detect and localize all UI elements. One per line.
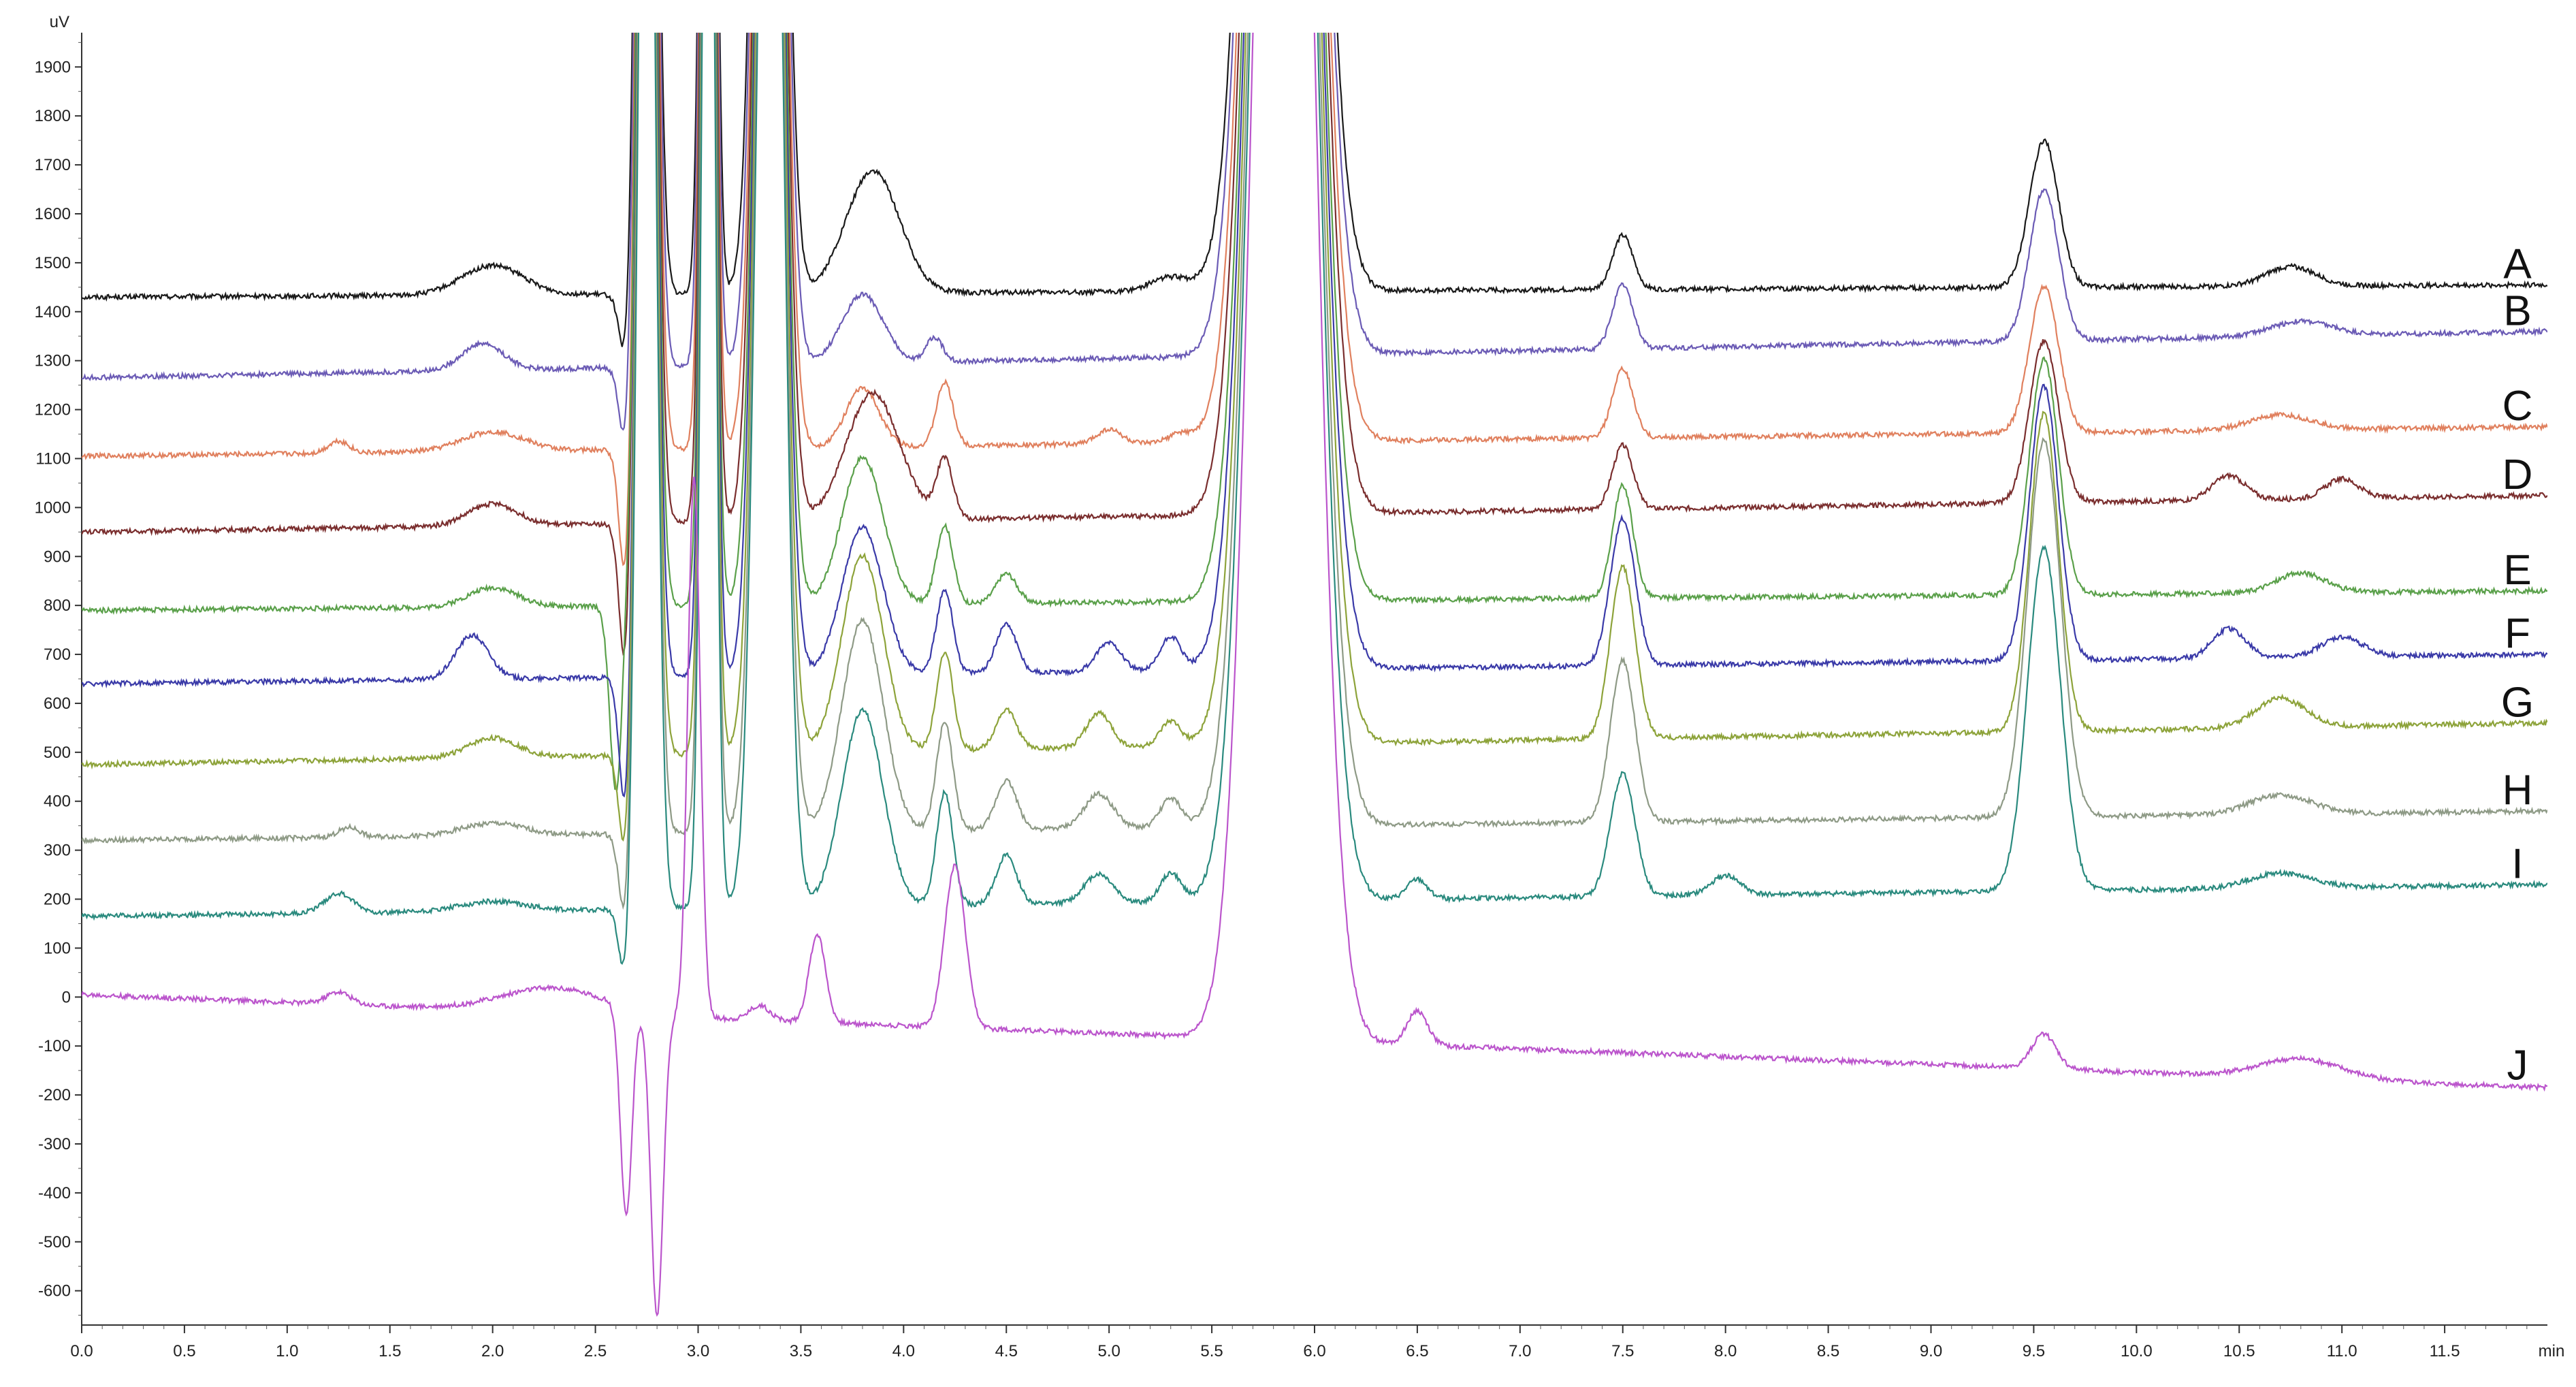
trace-F bbox=[82, 33, 2547, 798]
y-tick-label: 300 bbox=[44, 842, 71, 860]
x-tick-label: 1.5 bbox=[379, 1342, 401, 1360]
y-tick-label: -100 bbox=[38, 1037, 71, 1055]
trace-C bbox=[82, 33, 2547, 567]
x-tick-label: 7.0 bbox=[1509, 1342, 1531, 1360]
x-tick-label: 9.5 bbox=[2023, 1342, 2045, 1360]
traces-layer bbox=[82, 33, 2547, 1317]
y-tick-label: 800 bbox=[44, 596, 71, 615]
y-tick-label: 1600 bbox=[35, 205, 71, 223]
y-tick-label: 700 bbox=[44, 645, 71, 664]
series-label-H: H bbox=[2502, 767, 2533, 814]
x-tick-label: 5.0 bbox=[1097, 1342, 1120, 1360]
x-tick-label: 10.5 bbox=[2223, 1342, 2255, 1360]
axes-layer: -600 -500 -400 -300 -200 -100 0 100 200 300 400 500… bbox=[35, 13, 2565, 1360]
trace-G bbox=[82, 33, 2547, 842]
x-tick-label: 4.5 bbox=[995, 1342, 1018, 1360]
y-tick-label: 1700 bbox=[35, 156, 71, 174]
x-tick-label: 8.5 bbox=[1817, 1342, 1839, 1360]
x-tick-label: 6.0 bbox=[1303, 1342, 1325, 1360]
y-tick-label: 1300 bbox=[35, 352, 71, 370]
series-label-D: D bbox=[2502, 451, 2533, 498]
y-tick-label: 0 bbox=[62, 988, 71, 1006]
y-tick-label: 500 bbox=[44, 744, 71, 762]
x-tick-label: 6.5 bbox=[1406, 1342, 1428, 1360]
y-tick-label: -400 bbox=[38, 1184, 71, 1202]
y-tick-label: 1100 bbox=[35, 449, 71, 468]
y-tick-label: 600 bbox=[44, 695, 71, 713]
series-label-E: E bbox=[2503, 547, 2531, 594]
x-tick-label: 0.0 bbox=[70, 1342, 93, 1360]
series-label-A: A bbox=[2503, 240, 2532, 287]
y-tick-label: -200 bbox=[38, 1086, 71, 1104]
x-tick-label: 3.5 bbox=[790, 1342, 812, 1360]
y-tick-label: 1200 bbox=[35, 401, 71, 419]
x-tick-label: 7.5 bbox=[1611, 1342, 1634, 1360]
y-tick-label: 1900 bbox=[35, 58, 71, 76]
series-label-B: B bbox=[2503, 287, 2531, 334]
y-tick-label: 1500 bbox=[35, 254, 71, 272]
x-tick-label: 2.0 bbox=[481, 1342, 504, 1360]
x-tick-label: 11.0 bbox=[2327, 1342, 2357, 1360]
x-tick-label: 2.5 bbox=[584, 1342, 607, 1360]
trace-B bbox=[82, 33, 2547, 431]
series-label-J: J bbox=[2507, 1042, 2528, 1089]
x-tick-label: 5.5 bbox=[1200, 1342, 1223, 1360]
trace-D bbox=[82, 33, 2547, 656]
y-unit-label: uV bbox=[50, 13, 69, 31]
y-tick-label: 400 bbox=[44, 793, 71, 811]
x-tick-label: 9.0 bbox=[1920, 1342, 1942, 1360]
x-tick-label: 8.0 bbox=[1714, 1342, 1737, 1360]
x-tick-label: 0.5 bbox=[173, 1342, 195, 1360]
y-tick-label: -500 bbox=[38, 1233, 71, 1252]
x-tick-label: 4.0 bbox=[892, 1342, 915, 1360]
series-label-C: C bbox=[2502, 383, 2533, 430]
trace-J bbox=[82, 33, 2547, 1317]
x-unit-label: min bbox=[2539, 1342, 2565, 1360]
y-tick-label: 200 bbox=[44, 891, 71, 909]
series-label-I: I bbox=[2511, 840, 2523, 887]
y-tick-label: -600 bbox=[38, 1282, 71, 1301]
x-tick-label: 10.0 bbox=[2121, 1342, 2153, 1360]
y-tick-label: 1000 bbox=[35, 498, 71, 517]
y-tick-label: 1400 bbox=[35, 303, 71, 321]
trace-A bbox=[82, 33, 2547, 347]
y-tick-label: 1800 bbox=[35, 107, 71, 125]
series-label-G: G bbox=[2501, 679, 2534, 726]
x-tick-label: 1.0 bbox=[276, 1342, 298, 1360]
x-tick-label: 11.5 bbox=[2430, 1342, 2460, 1360]
y-tick-label: 100 bbox=[44, 939, 71, 957]
trace-I bbox=[82, 33, 2547, 966]
y-tick-label: 900 bbox=[44, 547, 71, 566]
series-label-F: F bbox=[2505, 611, 2530, 658]
y-tick-label: -300 bbox=[38, 1135, 71, 1153]
trace-E bbox=[82, 33, 2547, 791]
x-tick-label: 3.0 bbox=[687, 1342, 709, 1360]
trace-H bbox=[82, 33, 2547, 910]
